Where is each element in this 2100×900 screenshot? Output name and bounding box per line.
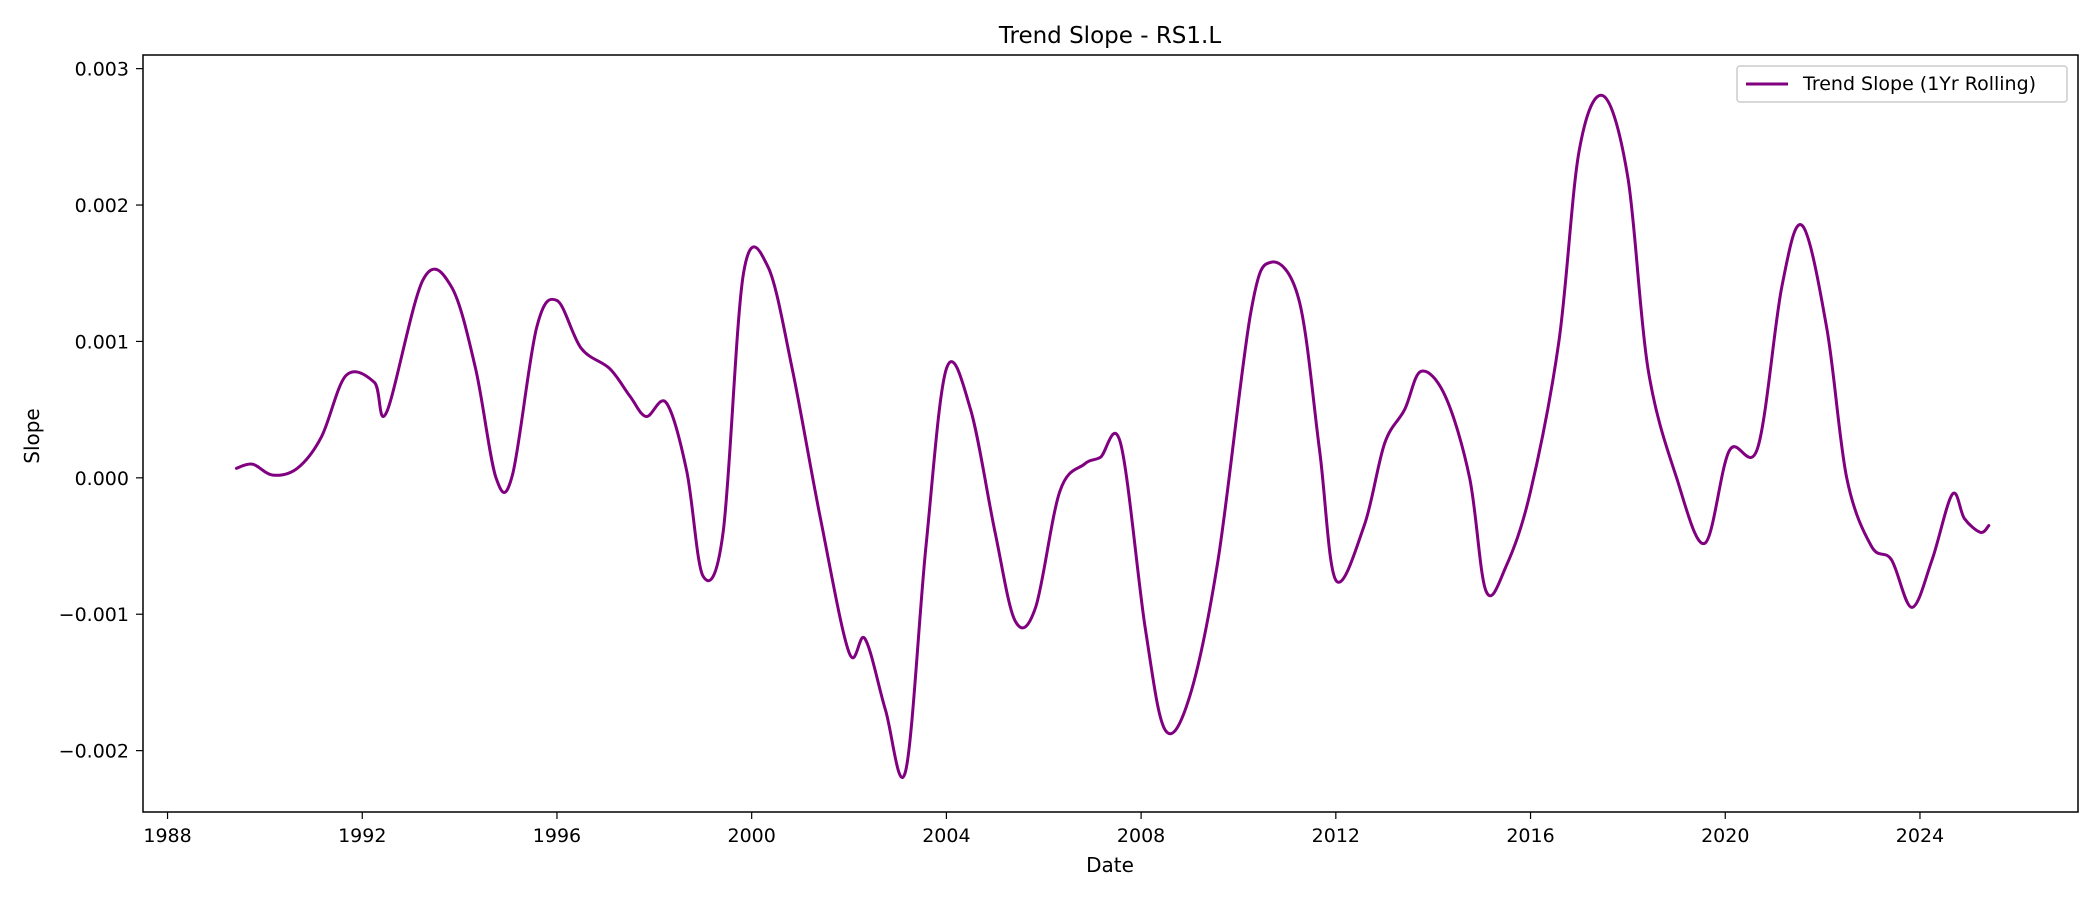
x-tick-label: 2004 [922,825,970,847]
legend-label: Trend Slope (1Yr Rolling) [1802,73,2036,95]
legend-box [1736,65,2068,103]
x-tick-label: 2016 [1506,825,1554,847]
x-axis-label: Date [1086,853,1134,877]
x-tick-label: 2020 [1701,825,1749,847]
y-axis-label: Slope [20,408,44,464]
y-tick-label: −0.002 [59,741,129,763]
plot-axes: 1988 1992 1996 2000 2004 2008 2012 2016 2020 2024… [59,54,2079,847]
x-tick-label: 1996 [533,825,581,847]
x-tick-label: 1992 [338,825,386,847]
legend: Trend Slope (1Yr Rolling) [1736,65,2068,103]
x-tick-label: 2008 [1117,825,1165,847]
x-tick-label: 2012 [1312,825,1360,847]
series-line-trend-slope [234,93,1991,780]
y-tick-label: 0.002 [75,195,129,217]
chart-title: Trend Slope - RS1.L [998,23,1222,49]
x-tick-label: 2024 [1896,825,1944,847]
y-tick-label: 0.003 [75,59,129,81]
y-tick-label: 0.000 [75,468,129,490]
plot-frame [142,54,2079,813]
x-tick-label: 1988 [143,825,191,847]
y-tick-label: −0.001 [59,604,129,626]
x-tick-label: 2000 [728,825,776,847]
y-tick-label: 0.001 [75,331,129,353]
